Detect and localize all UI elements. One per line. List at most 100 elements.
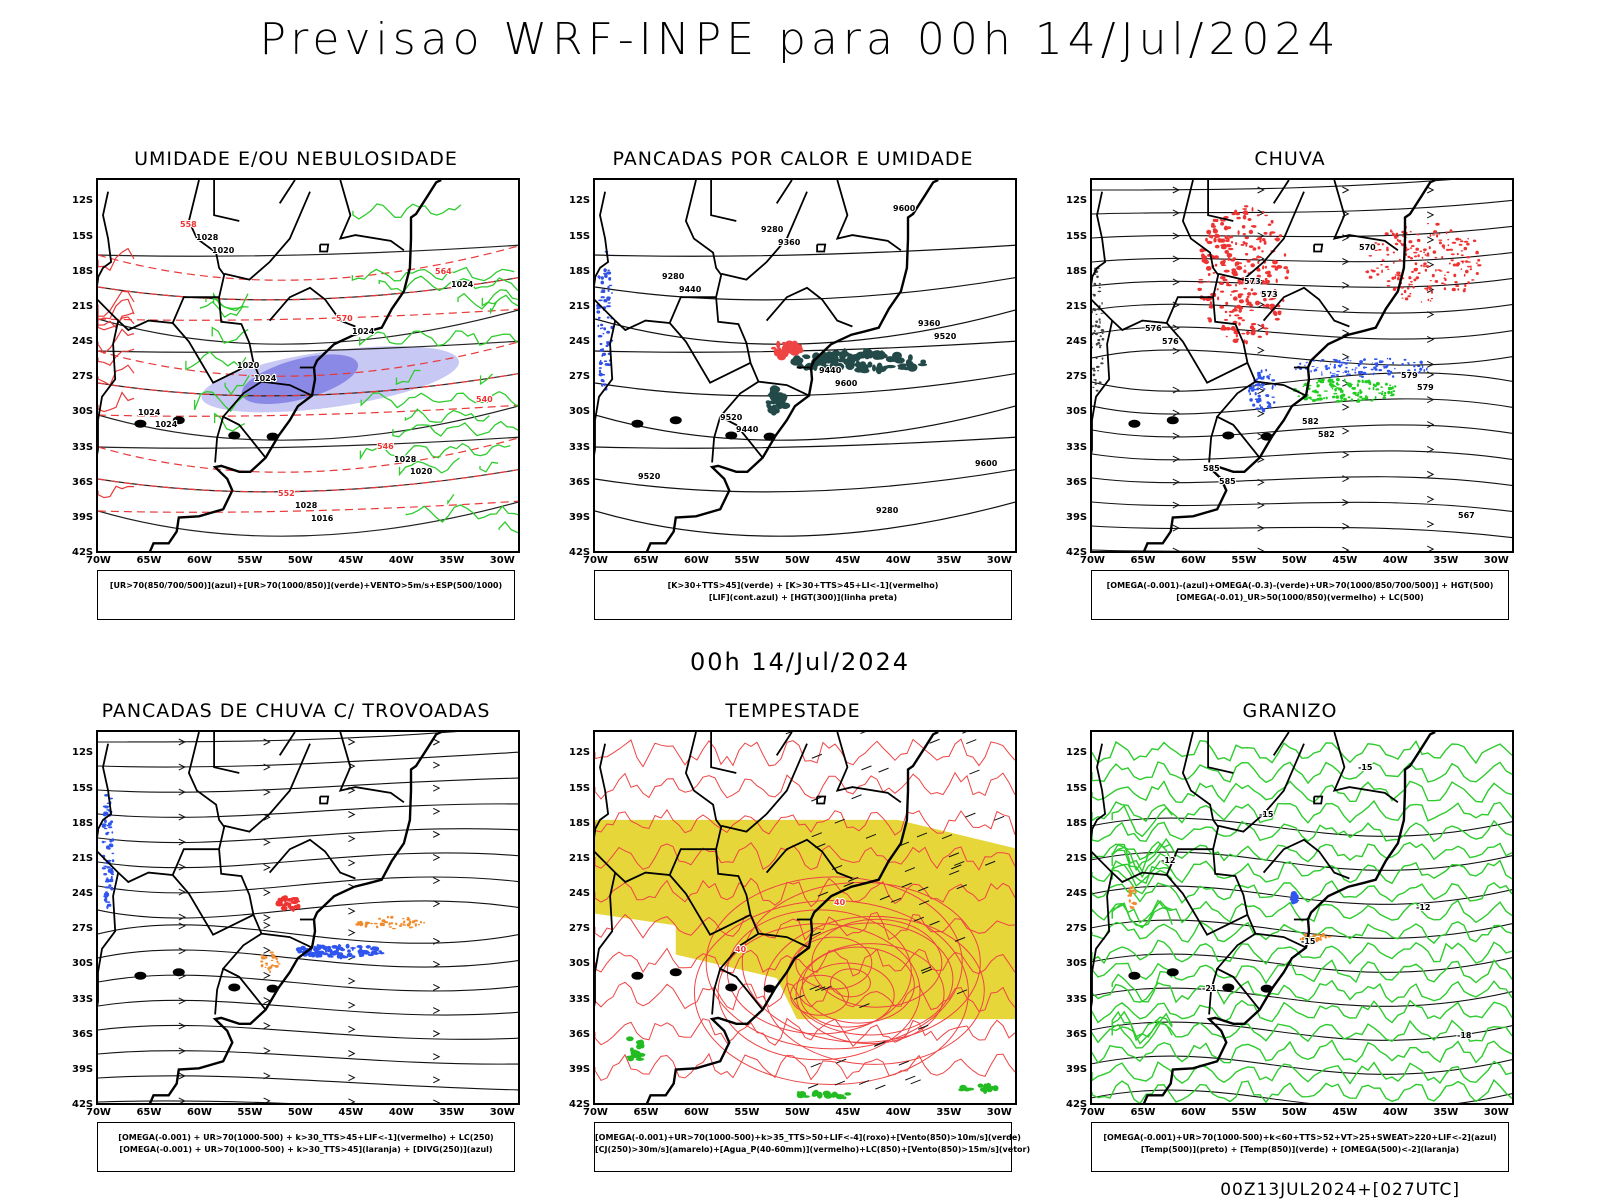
latitude-label: 18S: [569, 265, 591, 277]
latitude-label: 42S: [569, 1099, 591, 1110]
contour-label: 585: [1219, 477, 1236, 486]
contour-label: 1020: [410, 467, 433, 476]
contour-label: 573: [1261, 290, 1278, 299]
panel-legend: [OMEGA(-0.001)+UR>70(1000-500)+k>35_TTS>…: [594, 1122, 1030, 1172]
contour-label: 1020: [212, 246, 235, 255]
latitude-label: 21S: [72, 300, 94, 312]
longitude-label: 45W: [835, 555, 861, 566]
longitude-label: 45W: [835, 1107, 861, 1118]
latitude-label: 21S: [569, 852, 591, 864]
longitude-label: 30W: [1483, 555, 1509, 566]
panel-legend: [OMEGA(-0.001)+UR>70(1000-500)+k<60+TTS>…: [1091, 1122, 1509, 1172]
longitude-label: 35W: [936, 555, 962, 566]
contour-label: 9520: [934, 332, 957, 341]
latitude-label: 33S: [1066, 441, 1088, 453]
longitude-label: 30W: [489, 1107, 515, 1118]
contour-label: 9520: [720, 413, 743, 422]
longitude-label: 30W: [489, 555, 515, 566]
panel-title: UMIDADE E/OU NEBULOSIDADE: [134, 148, 458, 170]
contour-label: 1020: [237, 361, 260, 370]
contour-label: 579: [1417, 383, 1434, 392]
longitude-label: 65W: [1130, 1107, 1156, 1118]
map-panel: 40 40: [593, 730, 1017, 1105]
longitude-label: 65W: [1130, 555, 1156, 566]
latitude-label: 39S: [1066, 1063, 1088, 1075]
legend-line: [K>30+TTS>45](verde) + [K>30+TTS>45+LI<-…: [667, 581, 939, 590]
latitude-label: 12S: [569, 195, 591, 207]
legend-line: [UR>70(850/700/500)](azul)+[UR>70(1000/8…: [109, 581, 503, 590]
contour-label: 1028: [394, 455, 417, 464]
longitude-label: 70W: [86, 555, 111, 566]
panel-legend: [UR>70(850/700/500)](azul)+[UR>70(1000/8…: [97, 570, 515, 620]
longitude-label: 40W: [388, 1107, 414, 1118]
longitude-label: 30W: [986, 1107, 1012, 1118]
longitude-label: 60W: [683, 555, 709, 566]
contour-label: 567: [1458, 511, 1475, 520]
contour-label: -21: [1202, 984, 1217, 993]
longitude-label: 65W: [633, 1107, 659, 1118]
longitude-label: 65W: [633, 555, 659, 566]
longitude-label: 60W: [683, 1107, 709, 1118]
longitude-label: 70W: [583, 1107, 608, 1118]
latitude-label: 30S: [569, 406, 591, 418]
latitude-label: 12S: [72, 195, 94, 207]
contour-label: 540: [476, 395, 493, 404]
contour-label: 576: [1145, 324, 1162, 333]
latitude-label: 27S: [72, 371, 94, 383]
latitude-label: 36S: [72, 476, 94, 488]
panel-legend: [K>30+TTS>45](verde) + [K>30+TTS>45+LI<-…: [594, 570, 1012, 620]
latitude-label: 18S: [1066, 817, 1088, 829]
latitude-label: 12S: [1066, 195, 1088, 207]
longitude-label: 30W: [1483, 1107, 1509, 1118]
latitude-label: 42S: [72, 547, 94, 558]
map-graphic: 9600 9520 9440 9600 9520 9440 9360 9280 9600 9520…: [595, 180, 1015, 551]
contour-label: 1024: [138, 408, 161, 417]
latitude-label: 21S: [1066, 300, 1088, 312]
contour-label: 585: [1203, 464, 1220, 473]
contour-label: 9600: [835, 379, 858, 388]
latitude-label: 24S: [569, 336, 591, 348]
map-panel: [96, 730, 520, 1105]
contour-label: 558: [180, 220, 197, 229]
contour-label: 1024: [155, 420, 178, 429]
latitude-label: 21S: [569, 300, 591, 312]
longitude-label: 70W: [583, 555, 608, 566]
latitude-label: 27S: [72, 923, 94, 935]
map-graphic: -12 -12 -15 -15 -18 -21 -15: [1092, 732, 1512, 1103]
longitude-label: 50W: [784, 1107, 810, 1118]
latitude-label: 18S: [72, 265, 94, 277]
longitude-label: 50W: [784, 555, 810, 566]
longitude-label: 55W: [1231, 555, 1257, 566]
contour-label: 40: [735, 945, 747, 954]
latitude-label: 30S: [1066, 406, 1088, 418]
map-graphic: [98, 732, 518, 1103]
contour-label: -15: [1259, 810, 1274, 819]
contour-label: 9440: [679, 285, 702, 294]
latitude-label: 27S: [569, 923, 591, 935]
longitude-label: 40W: [388, 555, 414, 566]
latitude-label: 33S: [72, 441, 94, 453]
longitude-label: 45W: [338, 1107, 364, 1118]
longitude-label: 50W: [1281, 555, 1307, 566]
map-graphic: 1020 1016 1020 1024 1024 1024 1024 1028 1028 1028…: [98, 180, 518, 551]
latitude-label: 42S: [1066, 1099, 1088, 1110]
longitude-label: 55W: [734, 1107, 760, 1118]
latitude-label: 36S: [569, 1028, 591, 1040]
longitude-label: 30W: [986, 555, 1012, 566]
longitude-label: 55W: [237, 555, 263, 566]
latitude-label: 15S: [569, 782, 591, 794]
map-graphic: 585 582 579 576 573 570 567 585 582 579 576 573: [1092, 180, 1512, 551]
latitude-label: 12S: [1066, 747, 1088, 759]
latitude-label: 15S: [72, 230, 94, 242]
panel-title: PANCADAS POR CALOR E UMIDADE: [612, 148, 974, 170]
page-title: Previsao WRF-INPE para 00h 14/Jul/2024: [259, 14, 1341, 65]
legend-line: [OMEGA(-0.001)+UR>70(1000-500)+k<60+TTS>…: [1103, 1133, 1497, 1142]
longitude-label: 55W: [1231, 1107, 1257, 1118]
latitude-label: 12S: [569, 747, 591, 759]
legend-line: [OMEGA(-0.01)_UR>50(1000/850)(vermelho) …: [1176, 593, 1424, 602]
latitude-label: 21S: [1066, 852, 1088, 864]
latitude-label: 18S: [569, 817, 591, 829]
latitude-label: 30S: [1066, 958, 1088, 970]
longitude-label: 40W: [1382, 1107, 1408, 1118]
contour-label: 1028: [295, 501, 318, 510]
